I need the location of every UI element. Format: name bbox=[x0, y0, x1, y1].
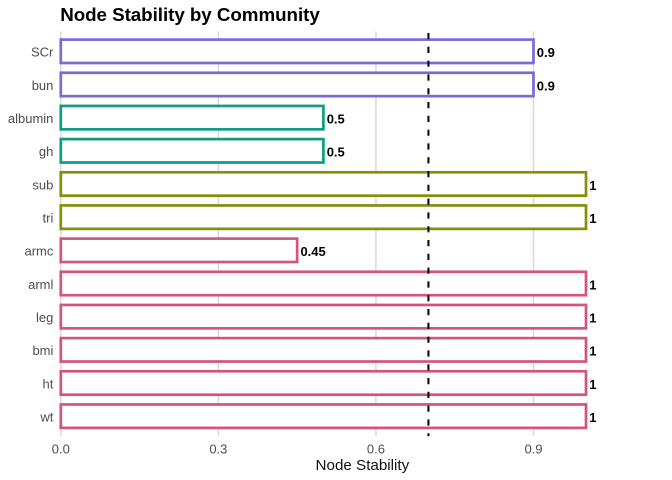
svg-text:1: 1 bbox=[589, 277, 596, 292]
svg-text:1: 1 bbox=[589, 377, 596, 392]
svg-text:0.5: 0.5 bbox=[327, 145, 345, 160]
svg-text:bun: bun bbox=[32, 78, 54, 93]
svg-text:SCr: SCr bbox=[31, 45, 54, 60]
svg-text:1: 1 bbox=[589, 344, 596, 359]
svg-text:bmi: bmi bbox=[32, 343, 53, 358]
svg-text:0.45: 0.45 bbox=[300, 244, 325, 259]
svg-text:0.9: 0.9 bbox=[537, 45, 555, 60]
svg-text:albumin: albumin bbox=[8, 111, 54, 126]
svg-text:sub: sub bbox=[32, 177, 53, 192]
svg-text:0.6: 0.6 bbox=[367, 442, 385, 457]
svg-text:wt: wt bbox=[39, 410, 53, 425]
svg-text:1: 1 bbox=[589, 178, 596, 193]
svg-text:tri: tri bbox=[43, 211, 54, 226]
svg-text:0.0: 0.0 bbox=[52, 442, 70, 457]
svg-text:1: 1 bbox=[589, 310, 596, 325]
svg-text:gh: gh bbox=[39, 144, 53, 159]
svg-text:1: 1 bbox=[589, 211, 596, 226]
svg-text:1: 1 bbox=[589, 410, 596, 425]
svg-text:0.9: 0.9 bbox=[537, 78, 555, 93]
svg-text:0.9: 0.9 bbox=[524, 442, 542, 457]
svg-text:Node Stability: Node Stability bbox=[316, 457, 410, 474]
svg-text:arml: arml bbox=[28, 277, 53, 292]
svg-text:Node Stability by Community: Node Stability by Community bbox=[60, 4, 320, 25]
svg-text:leg: leg bbox=[36, 310, 53, 325]
svg-text:0.5: 0.5 bbox=[327, 111, 345, 126]
svg-text:0.3: 0.3 bbox=[209, 442, 227, 457]
svg-text:armc: armc bbox=[25, 244, 54, 259]
svg-text:ht: ht bbox=[43, 376, 54, 391]
